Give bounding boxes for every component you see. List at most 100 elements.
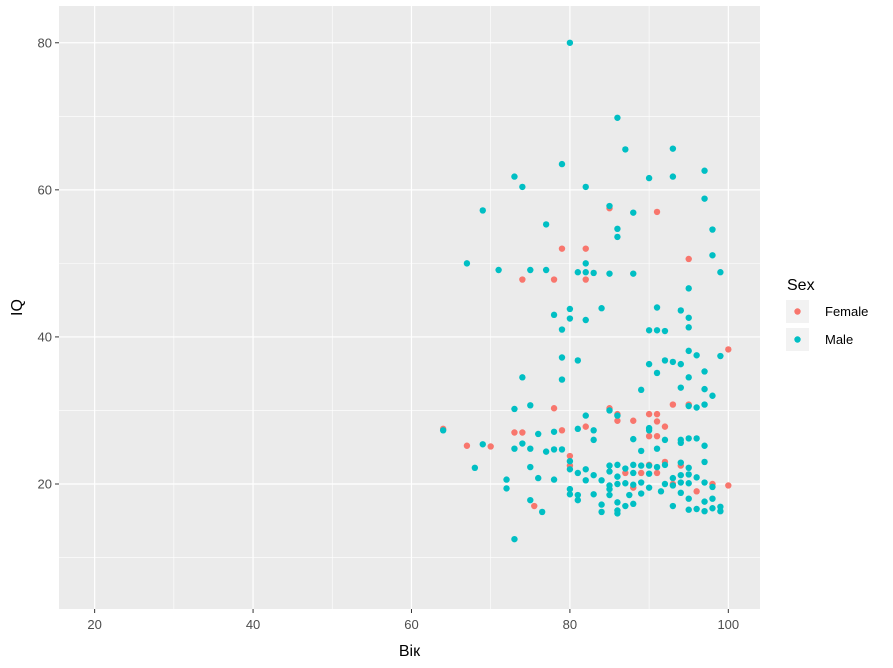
data-point-male bbox=[685, 495, 692, 502]
data-point-male bbox=[590, 436, 597, 444]
data-point-male bbox=[677, 459, 684, 466]
data-point-male bbox=[661, 461, 669, 469]
y-tick-labels: 20 40 60 80 bbox=[38, 35, 52, 491]
data-point-male bbox=[637, 490, 645, 497]
data-point-male bbox=[637, 462, 645, 469]
data-point-male bbox=[661, 327, 669, 335]
x-tick-label: 100 bbox=[717, 617, 739, 632]
data-point-female bbox=[637, 469, 645, 477]
data-point-female bbox=[725, 346, 732, 353]
data-point-male bbox=[645, 427, 653, 434]
data-point-male bbox=[527, 496, 534, 504]
data-point-male bbox=[709, 483, 716, 491]
data-point-male bbox=[538, 508, 546, 516]
data-point-male bbox=[622, 480, 629, 487]
data-point-male bbox=[630, 469, 637, 477]
data-point-male bbox=[685, 464, 692, 472]
data-point-male bbox=[645, 174, 653, 182]
data-point-male bbox=[614, 233, 621, 241]
data-point-male bbox=[542, 448, 550, 455]
data-point-male bbox=[685, 314, 692, 321]
data-point-male bbox=[645, 360, 653, 368]
data-point-male bbox=[701, 385, 708, 393]
data-point-female bbox=[653, 469, 661, 477]
data-point-male bbox=[582, 269, 589, 276]
data-point-male bbox=[574, 357, 582, 364]
y-tick-label: 60 bbox=[38, 182, 52, 197]
data-point-female bbox=[582, 245, 589, 252]
data-point-male bbox=[653, 304, 661, 311]
data-point-male bbox=[622, 465, 629, 472]
data-point-male bbox=[614, 412, 621, 419]
data-point-male bbox=[653, 327, 661, 334]
data-point-male bbox=[519, 440, 526, 447]
data-point-male bbox=[519, 183, 526, 191]
data-point-male bbox=[717, 269, 724, 276]
data-point-male bbox=[606, 270, 613, 277]
data-point-male bbox=[685, 402, 692, 410]
x-tick-label: 40 bbox=[246, 617, 260, 632]
data-point-male bbox=[685, 374, 692, 381]
data-point-male bbox=[614, 461, 621, 469]
data-point-male bbox=[701, 167, 708, 174]
data-point-male bbox=[582, 316, 589, 324]
data-point-male bbox=[550, 476, 558, 483]
data-point-female bbox=[661, 423, 669, 430]
data-point-male bbox=[566, 457, 574, 465]
data-point-female bbox=[645, 432, 653, 440]
data-point-male bbox=[630, 481, 637, 488]
data-point-male bbox=[590, 491, 597, 498]
data-point-male bbox=[693, 352, 700, 359]
data-point-male bbox=[630, 461, 637, 469]
data-point-male bbox=[701, 507, 708, 515]
x-tick-label: 60 bbox=[404, 617, 418, 632]
data-point-male bbox=[677, 479, 684, 486]
data-point-female bbox=[487, 443, 494, 450]
data-point-female bbox=[693, 488, 700, 495]
data-point-male bbox=[606, 485, 613, 493]
data-point-male bbox=[582, 412, 589, 419]
data-point-male bbox=[503, 485, 510, 492]
data-point-male bbox=[614, 510, 621, 517]
data-point-male bbox=[566, 315, 574, 322]
data-point-male bbox=[606, 462, 613, 469]
y-axis-title: IQ bbox=[9, 299, 26, 316]
data-point-male bbox=[677, 384, 684, 391]
data-point-female bbox=[558, 245, 566, 252]
data-point-male bbox=[527, 266, 534, 274]
axis-ticks bbox=[55, 42, 729, 613]
data-point-male bbox=[566, 491, 574, 498]
data-point-male bbox=[550, 311, 558, 319]
data-point-female bbox=[614, 417, 621, 424]
data-point-male bbox=[630, 500, 637, 508]
data-point-male bbox=[685, 471, 692, 478]
data-point-male bbox=[669, 482, 677, 489]
data-point-male bbox=[495, 266, 502, 274]
data-point-male bbox=[653, 463, 661, 471]
data-point-female bbox=[550, 405, 558, 412]
data-point-male bbox=[693, 404, 700, 411]
data-point-male bbox=[614, 225, 621, 233]
data-point-male bbox=[582, 183, 589, 191]
data-point-male bbox=[630, 435, 637, 443]
data-point-female bbox=[519, 429, 526, 436]
data-point-male bbox=[439, 427, 447, 434]
data-point-male bbox=[535, 430, 542, 438]
data-point-male bbox=[590, 269, 597, 277]
data-point-male bbox=[709, 392, 716, 399]
data-point-male bbox=[637, 479, 645, 486]
data-point-male bbox=[606, 491, 613, 499]
data-point-male bbox=[685, 347, 692, 355]
data-point-male bbox=[566, 39, 574, 46]
data-point-male bbox=[701, 368, 708, 375]
data-point-male bbox=[669, 502, 677, 510]
data-point-male bbox=[669, 145, 677, 152]
legend-point-male bbox=[794, 336, 801, 343]
data-point-male bbox=[614, 480, 621, 488]
y-tick-label: 80 bbox=[38, 35, 52, 50]
x-tick-label: 20 bbox=[87, 617, 101, 632]
data-point-male bbox=[701, 442, 708, 449]
data-point-male bbox=[717, 352, 724, 360]
data-point-male bbox=[661, 480, 669, 488]
data-point-male bbox=[709, 505, 716, 512]
